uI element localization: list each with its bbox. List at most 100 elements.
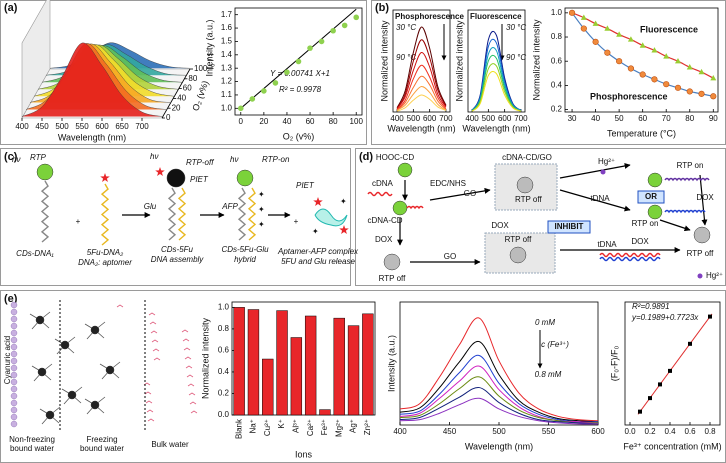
diagram-label: bound water (80, 444, 124, 453)
spectrum-line (396, 39, 447, 109)
y-tick-label: 0.6 (551, 56, 563, 65)
ion-dot (600, 169, 606, 175)
diagram-label: DOX (631, 237, 649, 246)
marker (698, 68, 705, 75)
bar (276, 310, 288, 416)
z-tick-label: 60 (183, 84, 192, 93)
diagram-label: Hg²⁺ (598, 157, 615, 166)
marker (580, 14, 587, 20)
diagram-label: AFP (221, 202, 238, 211)
diagram-label: 5Fu-DNA₂ (87, 248, 123, 257)
arrow (559, 189, 631, 212)
spectrum-line (399, 354, 599, 423)
diagram-label: hν (12, 155, 20, 164)
water-molecule (190, 410, 198, 414)
marker (353, 14, 360, 21)
x-tick-label: 500 (492, 427, 506, 436)
bead (10, 308, 18, 316)
spectrum-line (399, 376, 599, 424)
dna-strand (247, 187, 257, 241)
y-axis-label: Normalized intensity (454, 20, 464, 102)
water-molecule (186, 374, 194, 378)
dna-strand (664, 209, 706, 214)
y-tick-label: 0.4 (218, 367, 230, 376)
x-tick-label: Ag⁺ (349, 419, 358, 433)
drug-star (100, 173, 110, 183)
x-tick-label: 450 (443, 427, 457, 436)
nanoparticle (67, 390, 77, 400)
water-molecule (147, 418, 155, 422)
nanoparticle (236, 169, 254, 187)
y-tick-label: 0.8 (551, 32, 563, 41)
nanoparticle (45, 410, 55, 420)
bead (10, 343, 18, 351)
chart-title: Phosphorescence (395, 12, 464, 21)
dna-strand (599, 252, 661, 258)
y-tick-label: 1.7 (221, 10, 233, 19)
z-tick-label: 40 (177, 94, 186, 103)
annotation: 0.8 mM (535, 370, 562, 379)
water-molecule (188, 392, 196, 396)
marker (674, 84, 682, 91)
plot-frame (467, 9, 526, 113)
panel-frame (0, 0, 367, 145)
series-label: Fluorescence (640, 24, 698, 34)
x-tick-label: 0.6 (684, 427, 696, 436)
dna-strand (237, 187, 247, 241)
x-tick-label: Cu²⁺ (263, 419, 272, 436)
diagram-label: DOX (491, 221, 509, 230)
glu-cross: ✦ (312, 227, 319, 236)
spectrum-line (399, 341, 599, 423)
nanoparticle (647, 172, 663, 188)
nanoparticle (509, 246, 527, 264)
diagram-label: RTP on (677, 161, 704, 170)
spectrum-line (396, 64, 447, 110)
marker (568, 9, 576, 16)
x-tick-label: 0.0 (624, 427, 636, 436)
x-tick-label: 30 (568, 114, 577, 123)
y-tick-label: 1.6 (221, 23, 233, 32)
marker (710, 93, 717, 100)
series-label: Phosphorescence (590, 91, 668, 101)
y-axis-label: Normalized intensity (200, 317, 210, 399)
dna-strand (367, 191, 393, 197)
y-axis-label: Intensity (a.u.) (386, 335, 396, 392)
dna-strand (100, 183, 110, 246)
logic-box (547, 220, 591, 234)
z-axis-label: O₂ (v%) (190, 79, 210, 112)
x-tick-label: 400 (393, 427, 407, 436)
annotation: 30 °C (506, 23, 526, 32)
y-axis-label: I₀ / I (205, 53, 215, 69)
water-molecule (184, 356, 192, 360)
x-tick-label: 50 (615, 114, 624, 123)
plot-frame (392, 9, 451, 113)
bead (10, 322, 18, 330)
marker (592, 20, 599, 26)
x-axis-label: Wavelength (nm) (387, 123, 455, 133)
plus-sign: + (294, 217, 299, 226)
marker (674, 58, 681, 64)
diagram-label: PIET (296, 181, 315, 190)
bead (10, 392, 18, 400)
x-tick-label: Fe³⁺ (320, 419, 329, 435)
marker (627, 36, 634, 42)
x-tick-label: 40 (591, 114, 600, 123)
marker (639, 42, 646, 48)
diagram-label: DNA₂: aptomer (78, 258, 132, 267)
marker (638, 409, 642, 414)
marker (616, 31, 623, 37)
spectrum-line (396, 94, 447, 112)
nanoparticle (105, 365, 115, 375)
diagram-label: Glu (144, 202, 157, 211)
bar (290, 337, 303, 416)
diagram-label: RTP off (687, 249, 714, 258)
annotation: 90 °C (506, 53, 526, 62)
bead (10, 315, 18, 323)
bead (10, 385, 18, 393)
glu-cross: ✦ (258, 220, 265, 229)
annotation: R²=0.9891 (632, 302, 670, 311)
water-molecule (187, 383, 195, 387)
drug-star (313, 197, 323, 207)
nanoparticle (166, 168, 186, 188)
